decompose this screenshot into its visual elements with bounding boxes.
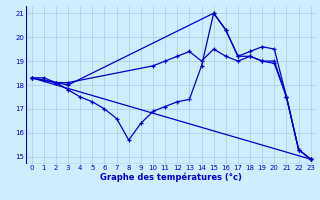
X-axis label: Graphe des températures (°c): Graphe des températures (°c): [100, 173, 242, 182]
